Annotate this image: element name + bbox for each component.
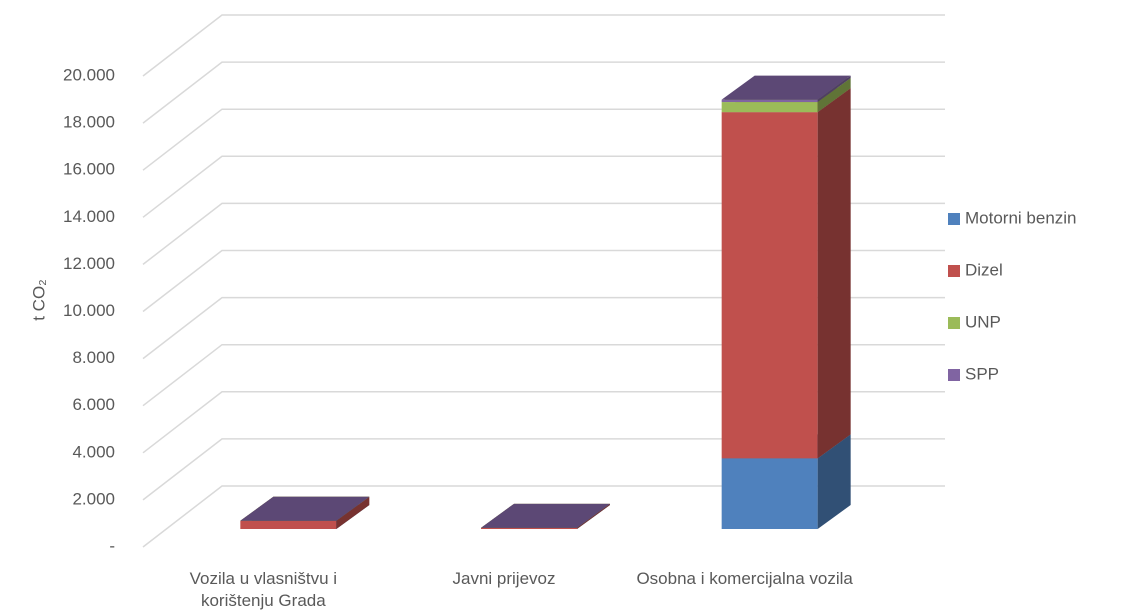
grid-line xyxy=(142,296,945,360)
y-tick-label: 14.000 xyxy=(63,207,115,226)
legend-label: Dizel xyxy=(965,260,1003,279)
grid-line xyxy=(142,155,945,218)
grid-line xyxy=(142,249,945,313)
x-tick-label-box: Osobna i komercijalna vozila xyxy=(636,569,853,588)
grid-line xyxy=(142,108,945,171)
grid-line xyxy=(142,202,945,265)
legend-swatch xyxy=(948,265,960,277)
y-tick-label: 8.000 xyxy=(72,348,115,367)
bar-side xyxy=(817,75,851,103)
legend-label: UNP xyxy=(965,312,1001,331)
bar xyxy=(721,458,818,529)
y-tick-label: 16.000 xyxy=(63,160,115,179)
grid-line xyxy=(142,438,945,501)
bar-side xyxy=(817,434,851,529)
y-axis-label: t CO₂ xyxy=(29,279,48,321)
x-tick-label-box: Javni prijevoz xyxy=(452,569,556,588)
y-tick-label: 10.000 xyxy=(63,301,115,320)
bar-top xyxy=(481,503,610,528)
bar-top xyxy=(240,496,370,521)
y-tick-label: 4.000 xyxy=(72,442,115,461)
y-tick-label: 18.000 xyxy=(63,113,115,132)
legend-swatch xyxy=(948,369,960,381)
x-tick-label: Osobna i komercijalna vozila xyxy=(636,569,853,588)
grid-line xyxy=(142,391,945,454)
grid-line xyxy=(142,61,945,124)
y-tick-label: 20.000 xyxy=(63,65,115,84)
bar xyxy=(721,112,818,459)
legend-label: Motorni benzin xyxy=(965,208,1077,227)
bar-side xyxy=(817,88,851,459)
bar xyxy=(240,520,337,529)
bar xyxy=(721,99,818,103)
legend-swatch xyxy=(948,213,960,225)
bar xyxy=(721,102,818,113)
legend-label: SPP xyxy=(965,364,999,383)
bar-side xyxy=(817,78,851,113)
bar-top xyxy=(721,75,851,100)
bar-side xyxy=(577,503,610,529)
grid-line xyxy=(142,14,945,77)
legend-swatch xyxy=(948,317,960,329)
x-tick-label-box: Vozila u vlasništvu i korištenju Grada xyxy=(189,569,338,610)
y-tick-label: - xyxy=(109,536,115,555)
x-tick-label: Javni prijevoz xyxy=(452,569,556,588)
x-tick-label: Vozila u vlasništvu i korištenju Grada xyxy=(189,569,338,610)
y-tick-label: 2.000 xyxy=(72,489,115,508)
grid-line xyxy=(142,485,945,548)
bar xyxy=(481,527,577,529)
y-tick-label: 12.000 xyxy=(63,254,115,273)
y-tick-label: 6.000 xyxy=(72,395,115,414)
bar-side xyxy=(336,496,370,529)
grid-line xyxy=(142,343,945,407)
